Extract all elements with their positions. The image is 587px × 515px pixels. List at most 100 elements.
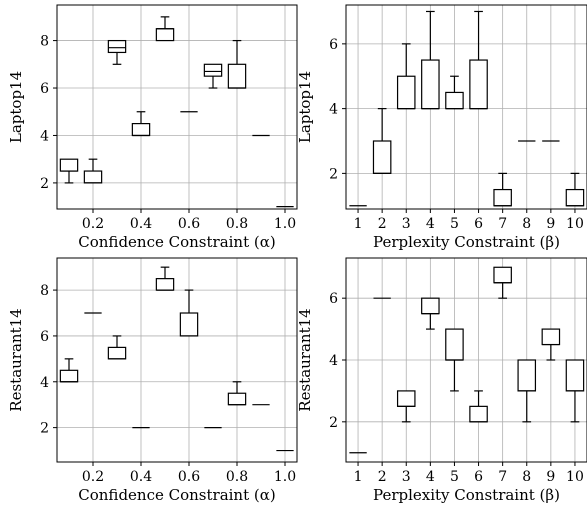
box-iqr [445,91,464,110]
y-tick-label: 2 [329,415,338,431]
box-iqr [396,75,416,110]
y-tick-label: 6 [329,291,338,307]
x-tick-label: 6 [474,469,483,485]
x-tick-label: 1.0 [274,469,296,485]
box-10 [565,359,585,423]
box-iqr [155,28,175,42]
box-iqr [227,392,247,406]
x-tick-label: 9 [546,469,555,485]
box-iqr [372,140,392,174]
x-tick-label: 10 [566,216,584,232]
plot-frame [345,4,587,210]
box-iqr [565,359,585,392]
plot-frame [56,257,298,463]
y-tick-label: 6 [40,81,49,97]
box-iqr [469,59,488,110]
x-tick-label: 7 [498,469,507,485]
chart-panel-bottom-left: 0.2 0.4 0.6 0.8 1.0 2 4 6 8 Confidence Constraint… [7,257,298,504]
box-1 [59,358,79,383]
x-tick-label: 0.6 [178,216,200,232]
box-iqr [493,188,512,207]
x-tick-label: 1.0 [274,216,296,232]
x-tick-label: 0.2 [82,216,104,232]
box-iqr [421,59,440,110]
box-3 [396,43,416,110]
x-tick-label: 8 [522,469,531,485]
box-iqr [396,390,416,407]
box-iqr [107,346,127,360]
box-1 [59,158,79,184]
box-5 [155,16,175,42]
box-iqr [445,328,464,361]
x-tick-label: 6 [474,216,483,232]
box-iqr [227,63,247,89]
box-7 [493,266,512,299]
box-6 [469,10,488,110]
x-tick-label: 2 [378,469,387,485]
y-tick-label: 6 [40,329,49,345]
x-tick-label: 3 [402,469,411,485]
box-iqr [131,123,151,137]
box-7 [493,172,512,207]
box-iqr [107,39,127,54]
box-4 [421,297,440,330]
box-iqr [421,297,440,315]
x-tick-label: 1 [354,469,363,485]
y-tick-label: 4 [329,353,338,369]
y-tick-label: 2 [40,421,49,437]
box-7 [203,63,223,89]
y-tick-label: 4 [40,375,49,391]
x-tick-label: 0.4 [130,469,152,485]
box-iqr [469,405,488,423]
x-tick-label: 9 [546,216,555,232]
x-tick-label: 3 [402,216,411,232]
box-10 [565,172,585,207]
y-tick-label: 6 [329,37,338,53]
y-axis-label: Restaurant14 [7,308,25,411]
x-tick-label: 1 [354,216,363,232]
y-tick-label: 2 [40,176,49,192]
x-axis-label: Perplexity Constraint (β) [373,486,560,504]
box-iqr [565,188,585,207]
y-tick-label: 8 [40,34,49,50]
x-tick-label: 4 [426,216,435,232]
box-5 [445,75,464,110]
x-tick-label: 0.6 [178,469,200,485]
box-iqr [179,312,199,337]
x-tick-label: 8 [522,216,531,232]
box-iqr [83,170,103,184]
y-tick-label: 2 [329,166,338,182]
box-iqr [493,266,512,284]
box-3 [107,335,127,360]
box-8 [227,39,247,89]
x-tick-label: 0.8 [226,216,248,232]
box-iqr [155,278,175,291]
chart-panel-top-left: 0.2 0.4 0.6 0.8 1.0 2 4 6 8 Confidence Constraint… [7,4,298,251]
box-8 [517,359,537,423]
y-tick-label: 8 [40,283,49,299]
x-tick-label: 0.4 [130,216,152,232]
box-iqr [59,158,79,172]
box-iqr [203,63,223,77]
box-6 [469,390,488,423]
x-axis-label: Perplexity Constraint (β) [373,233,560,251]
x-tick-label: 0.2 [82,469,104,485]
box-5 [445,328,464,392]
box-iqr [59,369,79,383]
box-9 [541,328,561,361]
box-6 [179,289,199,337]
box-2 [372,108,392,174]
y-tick-label: 4 [329,102,338,118]
box-5 [155,266,175,291]
box-3 [107,39,127,65]
box-8 [227,381,247,406]
box-iqr [517,359,537,392]
plot-frame [56,4,298,210]
x-axis-label: Confidence Constraint (α) [78,233,275,251]
x-tick-label: 0.8 [226,469,248,485]
y-axis-label: Laptop14 [296,71,314,143]
box-3 [396,390,416,423]
box-iqr [541,328,561,346]
